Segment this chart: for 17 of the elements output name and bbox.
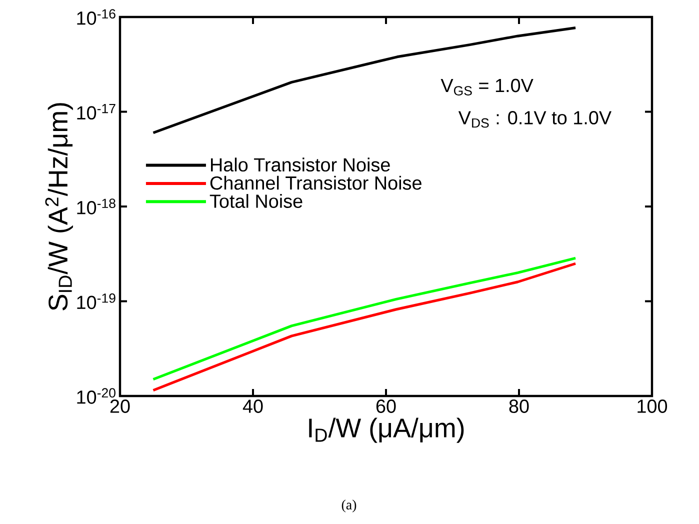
text: (a) bbox=[342, 500, 356, 512]
annotation: V$_{GS}$ = 1.0V bbox=[440, 78, 534, 96]
y-tick-label: 10$^{-18}$ bbox=[77, 198, 116, 214]
x-tick-label: 100 bbox=[638, 400, 668, 413]
x-tick-label: 40 bbox=[242, 400, 263, 413]
y-tick-label: 10$^{-16}$ bbox=[77, 9, 116, 25]
x-tick-label: 80 bbox=[509, 400, 529, 413]
y-axis-title: S$_{ID}$/W (A$^{2}$/Hz/μm) bbox=[45, 103, 73, 310]
x-tick-label: 60 bbox=[376, 400, 396, 413]
annotation: V$_{DS}$ : 0.1V to 1.0V bbox=[458, 111, 612, 128]
legend-label: Channel Transistor Noise bbox=[210, 176, 422, 190]
x-axis-title: I$_{D}$/W (μA/μm) bbox=[309, 418, 464, 443]
y-tick-label: 10$^{-17}$ bbox=[77, 104, 116, 120]
x-tick-label: 20 bbox=[110, 400, 130, 413]
y-tick-label: 10$^{-19}$ bbox=[77, 293, 116, 310]
legend-label: Halo Transistor Noise bbox=[211, 158, 390, 172]
legend-label: Total Noise bbox=[210, 194, 302, 208]
